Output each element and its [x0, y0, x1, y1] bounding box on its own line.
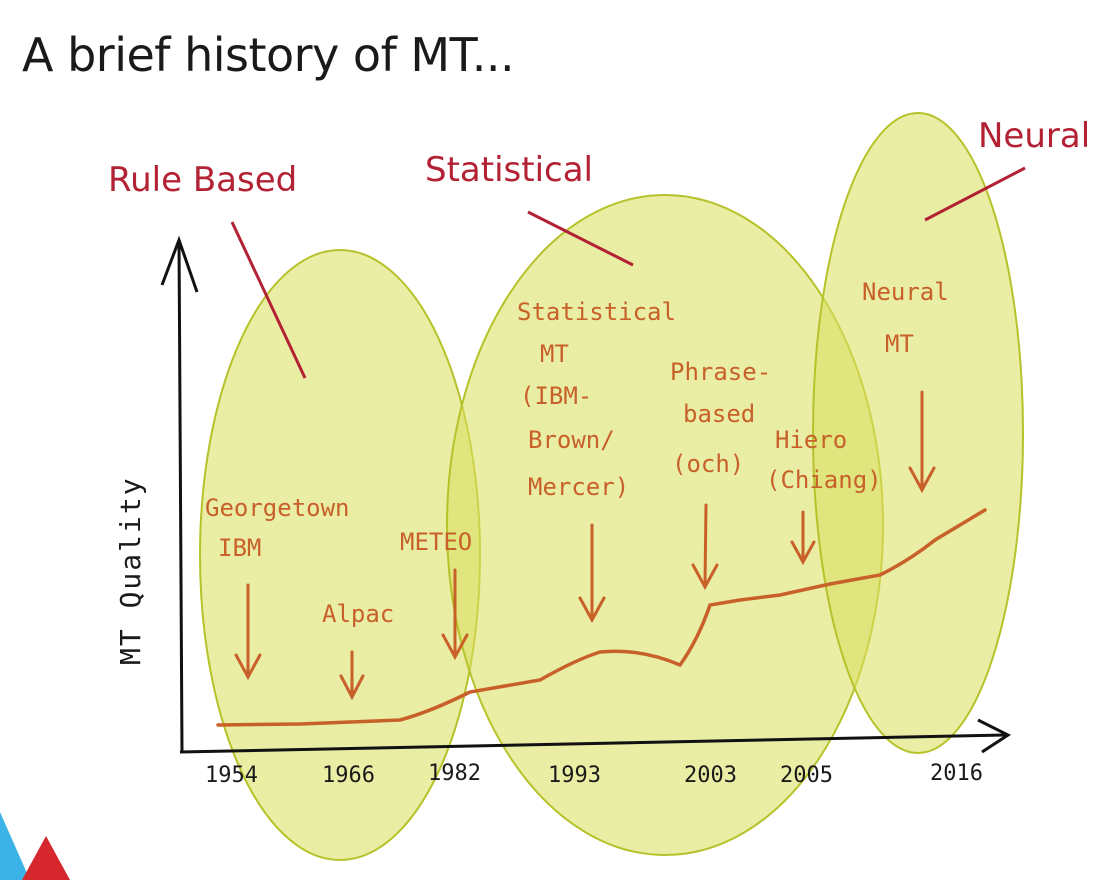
year-label-1966: 1966	[322, 763, 375, 788]
era-label-rule-based: Rule Based	[108, 160, 298, 200]
georgetown-arrow	[234, 583, 262, 681]
neural-mt-arrow	[908, 390, 936, 494]
y-axis-label: MT Quality	[114, 476, 147, 665]
rule-based-pointer	[230, 221, 307, 379]
x-axis	[179, 733, 1006, 754]
year-label-2016: 2016	[930, 761, 983, 786]
alpac-arrow	[339, 650, 365, 701]
year-label-1982: 1982	[428, 761, 481, 786]
statistical-pointer	[527, 210, 634, 267]
hiero-annotation: Hiero (Chiang)	[766, 426, 882, 494]
year-label-1993: 1993	[548, 763, 601, 788]
statistical-mt-arrow	[578, 523, 606, 624]
alpac-annotation: Alpac	[322, 600, 394, 628]
meteo-annotation: METEO	[400, 528, 472, 556]
phrase-based-arrow	[691, 503, 719, 591]
neural-mt-annotation: Neural MT	[862, 278, 963, 358]
statistical-mt-annotation: Statistical MT (IBM- Brown/ Mercer)	[517, 298, 690, 501]
year-label-2003: 2003	[684, 763, 737, 788]
era-label-neural: Neural	[978, 116, 1091, 156]
y-axis	[177, 239, 184, 753]
quality-curve	[216, 508, 987, 727]
neural-pointer	[924, 166, 1026, 222]
year-label-1954: 1954	[205, 763, 258, 788]
meteo-arrow	[441, 568, 469, 661]
corner-logo	[0, 812, 70, 880]
year-label-2005: 2005	[780, 763, 833, 788]
era-label-statistical: Statistical	[425, 150, 593, 190]
neural-ellipse	[812, 112, 1024, 754]
y-axis-arrowhead	[160, 235, 199, 293]
georgetown-annotation: Georgetown IBM	[205, 494, 364, 562]
slide-title: A brief history of MT...	[22, 28, 515, 82]
x-axis-arrowhead	[977, 718, 1012, 754]
hiero-arrow	[790, 510, 816, 566]
phrase-based-annotation: Phrase- based (och)	[670, 358, 786, 478]
